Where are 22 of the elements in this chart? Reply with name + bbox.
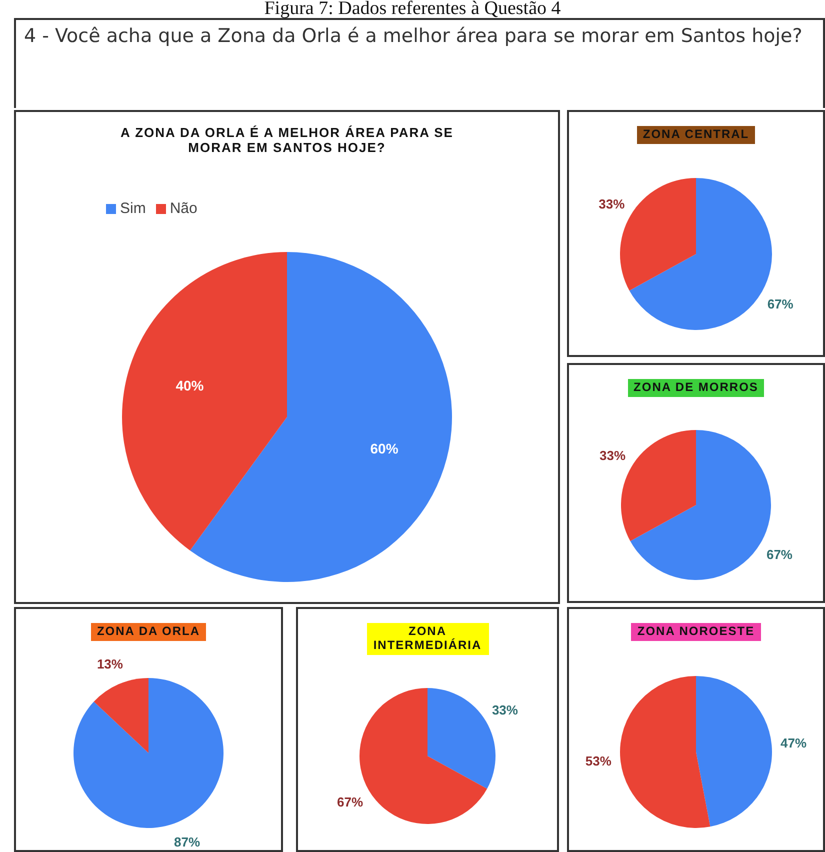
legend-label: Sim (119, 200, 146, 217)
chart-title: A ZONA DA ORLA É A MELHOR ÁREA PARA SE MORAR EM SANTOS HOJE? (120, 125, 454, 156)
data-label: 33% (492, 702, 518, 718)
data-label: 87% (174, 834, 200, 850)
data-label: 13% (96, 656, 124, 672)
chart-title: ZONA CENTRAL (636, 126, 756, 144)
chart-title: ZONA DE MORROS (628, 379, 764, 397)
data-label: 33% (598, 196, 626, 212)
data-label: 67% (337, 794, 364, 810)
text: Figura 7: Dados referentes à Questão 4 (263, 0, 562, 20)
data-label: 60% (370, 440, 399, 457)
text: 4 - Você acha que a Zona da Orla é a melhor área para se morar em Santos hoje? (24, 24, 804, 49)
chart-title: ZONA DA ORLA (90, 623, 206, 641)
data-label: 40% (176, 377, 204, 394)
data-label: 67% (767, 296, 794, 312)
data-label: 47% (780, 735, 808, 750)
legend-label: Não (168, 200, 198, 217)
chart-title: ZONA INTERMEDIÁRIA (366, 623, 488, 655)
data-label: 33% (599, 448, 626, 464)
data-label: 67% (766, 546, 793, 562)
data-label: 53% (585, 754, 612, 769)
chart-title: ZONA NOROESTE (631, 623, 761, 641)
